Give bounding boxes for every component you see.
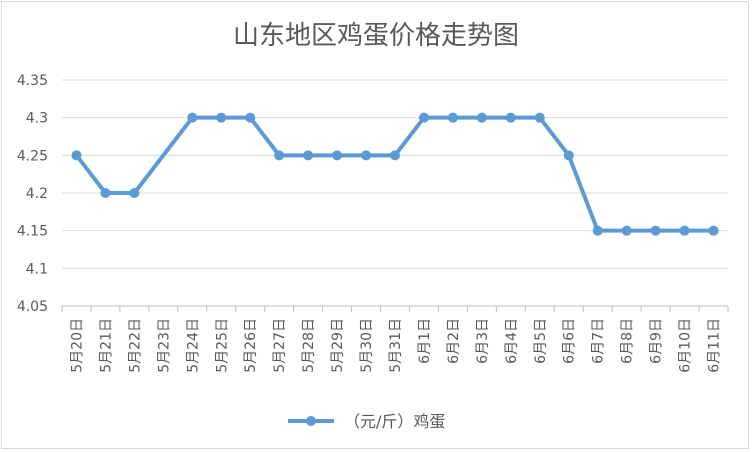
data-point	[534, 112, 545, 123]
data-point	[332, 150, 343, 161]
y-tick-label: 4.15	[17, 224, 48, 240]
data-point	[592, 225, 603, 236]
x-tick-label: 6月3日	[475, 318, 491, 364]
chart-title: 山东地区鸡蛋价格走势图	[233, 21, 519, 51]
x-tick-label: 6月6日	[562, 318, 578, 364]
x-tick-label: 5月27日	[272, 318, 288, 373]
data-point	[71, 150, 82, 161]
data-point	[505, 112, 516, 123]
y-tick-label: 4.3	[26, 111, 48, 127]
data-point	[274, 150, 285, 161]
data-point	[245, 112, 256, 123]
data-point	[216, 112, 227, 123]
x-tick-label: 5月25日	[214, 318, 230, 373]
data-point	[650, 225, 661, 236]
x-tick-label: 6月1日	[417, 318, 433, 364]
data-point	[418, 112, 429, 123]
legend: （元/斤）鸡蛋	[288, 412, 445, 431]
data-point	[390, 150, 400, 161]
data-point	[187, 112, 198, 123]
x-tick-label: 5月20日	[69, 318, 85, 373]
x-tick-label: 6月4日	[504, 318, 520, 364]
data-point	[679, 225, 690, 236]
gridlines	[62, 79, 728, 307]
y-tick-label: 4.2	[26, 186, 48, 202]
x-tick-label: 6月2日	[446, 318, 462, 364]
x-tick-label: 5月22日	[127, 318, 143, 373]
x-tick-label: 5月28日	[301, 318, 317, 373]
y-axis: 4.05 4.1 4.15 4.2 4.25 4.3 4.35	[17, 73, 48, 315]
x-tick-label: 6月11日	[707, 318, 723, 373]
x-tick-label: 5月23日	[156, 318, 172, 373]
x-tick-label: 5月24日	[185, 318, 201, 373]
data-point	[563, 150, 574, 161]
y-tick-label: 4.05	[17, 299, 48, 315]
x-tick-label: 5月29日	[330, 318, 346, 373]
x-tick-label: 6月7日	[591, 318, 607, 364]
series-line	[74, 115, 714, 233]
legend-point-marker	[306, 416, 316, 426]
data-point	[100, 188, 111, 198]
x-tick-label: 6月5日	[533, 318, 549, 364]
x-tick-label: 5月31日	[388, 318, 404, 373]
x-tick-label: 5月26日	[243, 318, 259, 373]
x-tick-label: 5月21日	[98, 318, 114, 373]
y-tick-label: 4.25	[17, 148, 48, 164]
x-tick-label: 5月30日	[359, 318, 375, 373]
x-tick-label: 6月8日	[620, 318, 636, 364]
series-layer	[71, 112, 719, 236]
data-point	[621, 225, 632, 236]
data-point	[476, 112, 487, 123]
y-tick-label: 4.1	[26, 261, 48, 277]
data-point	[708, 225, 719, 236]
data-point	[129, 188, 140, 198]
y-tick-label: 4.35	[17, 73, 48, 89]
legend-label: （元/斤）鸡蛋	[344, 412, 445, 431]
data-point	[361, 150, 372, 161]
x-tick-label: 6月10日	[678, 318, 694, 373]
data-point	[303, 150, 314, 161]
x-tick-label: 6月9日	[649, 318, 665, 364]
data-point	[447, 112, 458, 123]
x-axis: 5月20日 5月21日 5月22日 5月23日 5月24日 5月25日 5月26日 5月27日…	[61, 306, 729, 373]
